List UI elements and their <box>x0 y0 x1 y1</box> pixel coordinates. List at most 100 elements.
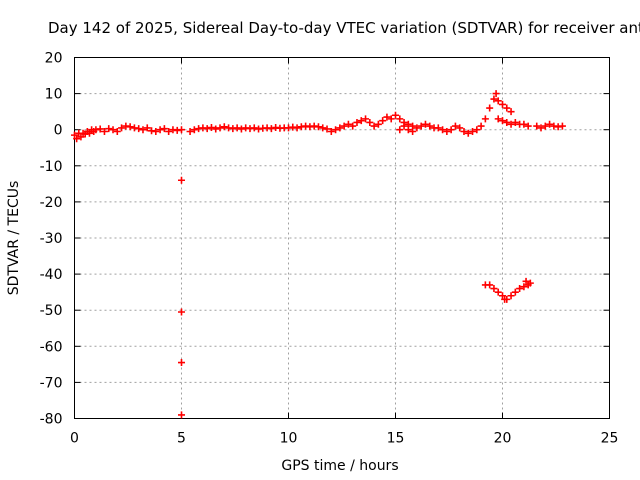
y-tick-label: -70 <box>40 375 63 391</box>
data-point <box>323 125 331 133</box>
data-point <box>96 125 104 133</box>
x-axis-label: GPS time / hours <box>281 458 398 474</box>
data-point <box>374 120 382 128</box>
data-point <box>336 124 344 132</box>
data-point <box>105 125 113 133</box>
data-point <box>212 125 220 133</box>
y-tick-label: 10 <box>45 87 63 103</box>
data-point <box>400 122 408 130</box>
data-point <box>524 122 532 130</box>
data-point <box>77 133 85 141</box>
data-point <box>516 285 524 293</box>
x-tick-label: 20 <box>494 431 512 447</box>
data-point <box>533 122 541 130</box>
data-point <box>439 126 447 134</box>
data-point <box>494 97 502 105</box>
data-point <box>387 115 395 123</box>
data-point <box>165 128 173 136</box>
y-tick-label: 20 <box>45 51 63 67</box>
data-point <box>178 411 185 419</box>
data-point <box>404 126 412 134</box>
data-point <box>73 135 81 143</box>
data-point <box>100 128 108 136</box>
grid-lines <box>74 57 610 419</box>
data-point <box>511 118 519 126</box>
data-point <box>477 122 485 130</box>
y-tick-label: -40 <box>40 267 63 283</box>
data-point <box>541 122 549 130</box>
data-point <box>469 128 477 136</box>
x-tick-label: 10 <box>280 431 298 447</box>
data-point <box>332 126 340 134</box>
data-point <box>558 122 566 130</box>
data-point <box>481 115 489 123</box>
data-point <box>160 125 168 133</box>
data-point <box>464 129 472 137</box>
data-point <box>216 124 224 132</box>
data-point <box>520 283 528 291</box>
y-tick-label: -30 <box>40 231 63 247</box>
data-point <box>434 124 442 132</box>
data-point <box>319 124 327 132</box>
data-point <box>220 123 228 131</box>
data-point <box>522 277 530 285</box>
data-point <box>203 125 211 133</box>
data-point <box>353 118 361 126</box>
data-point <box>417 122 425 130</box>
data-point <box>327 128 335 136</box>
data-point <box>344 120 352 128</box>
data-point <box>233 124 241 132</box>
data-point <box>494 288 502 296</box>
data-point <box>139 126 147 134</box>
data-point <box>152 128 160 136</box>
y-tick-label: -10 <box>40 159 63 175</box>
data-point <box>526 279 534 287</box>
data-point <box>109 126 117 134</box>
data-point <box>178 176 185 184</box>
data-point <box>507 120 515 128</box>
data-point <box>451 122 459 130</box>
x-tick-label: 5 <box>177 431 186 447</box>
data-point <box>503 104 511 112</box>
data-point <box>396 115 404 123</box>
data-point <box>156 126 164 134</box>
data-point <box>237 125 245 133</box>
data-point <box>178 126 185 134</box>
data-point <box>546 120 554 128</box>
x-tick-label: 0 <box>70 431 79 447</box>
y-tick-label: -60 <box>40 339 63 355</box>
data-point <box>486 104 494 112</box>
data-point <box>421 120 429 128</box>
data-point <box>456 124 464 132</box>
data-point <box>409 128 417 136</box>
data-point <box>537 124 545 132</box>
data-point <box>118 124 126 132</box>
data-point <box>396 126 404 134</box>
data-point <box>490 95 498 103</box>
data-point <box>71 131 78 139</box>
y-tick-label: 0 <box>54 123 63 139</box>
y-tick-label: -20 <box>40 195 63 211</box>
data-point <box>499 117 506 125</box>
data-point <box>190 126 198 134</box>
data-point <box>511 288 519 296</box>
data-point <box>207 124 215 132</box>
data-point <box>499 292 506 300</box>
data-point <box>293 124 301 132</box>
x-tick-label: 25 <box>601 431 619 447</box>
data-point <box>490 285 498 293</box>
data-point <box>178 308 185 316</box>
y-tick-label: -50 <box>40 303 63 319</box>
data-point <box>507 108 515 116</box>
data-points <box>71 90 566 419</box>
data-point <box>447 126 455 134</box>
data-point <box>178 359 185 367</box>
x-tick-label: 15 <box>387 431 405 447</box>
data-point <box>267 125 275 133</box>
y-axis-label: SDTVAR / TECUs <box>6 181 22 296</box>
data-point <box>379 117 387 125</box>
data-point <box>135 125 143 133</box>
data-point <box>503 118 511 126</box>
data-point <box>520 120 528 128</box>
